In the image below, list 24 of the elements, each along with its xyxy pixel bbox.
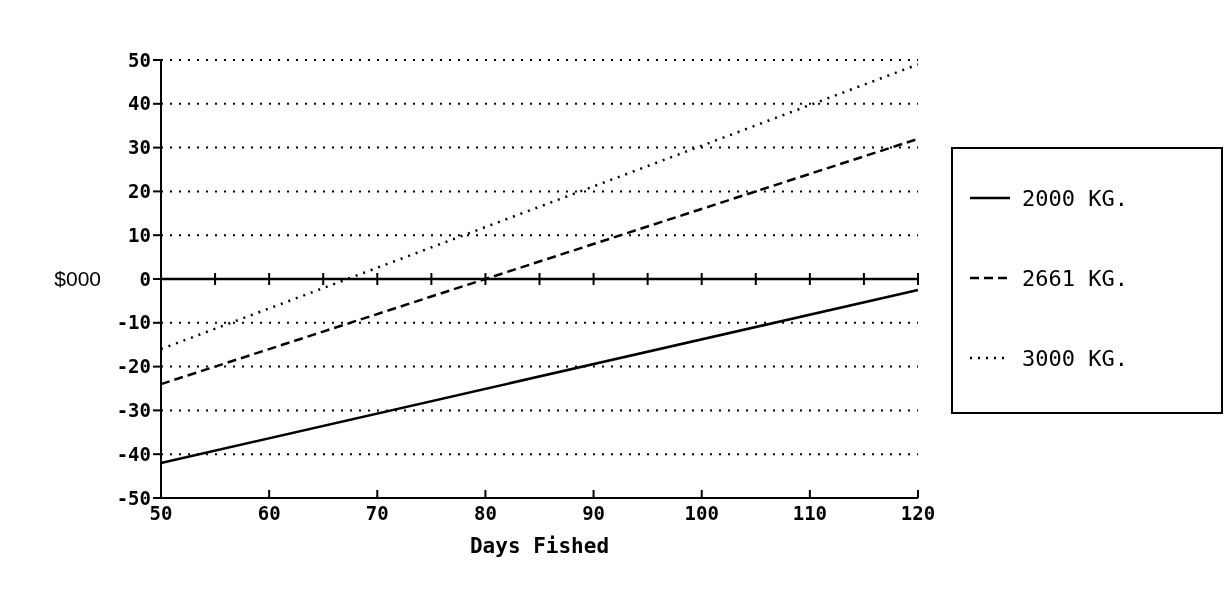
legend-label: 2661 KG. bbox=[1022, 265, 1128, 291]
legend-label: 3000 KG. bbox=[1022, 345, 1128, 371]
y-tick-label: 50 bbox=[128, 48, 151, 71]
y-tick-label: -30 bbox=[116, 399, 151, 422]
x-tick-label: 80 bbox=[473, 502, 497, 524]
x-tick-label: 120 bbox=[900, 502, 936, 524]
x-axis-title: Days Fished bbox=[469, 534, 610, 558]
x-tick-label: 70 bbox=[365, 502, 389, 524]
x-tick-label: 90 bbox=[582, 502, 606, 524]
y-tick-label: -50 bbox=[116, 486, 151, 509]
x-tick-label: 110 bbox=[792, 502, 828, 524]
y-axis-title: $000 bbox=[54, 267, 101, 291]
x-tick-label: 50 bbox=[149, 502, 173, 524]
x-tick-label: 100 bbox=[684, 502, 719, 524]
x-tick-label: 60 bbox=[257, 502, 281, 524]
y-tick-label: -10 bbox=[116, 311, 151, 334]
y-tick-label: 10 bbox=[128, 223, 151, 246]
y-tick-label: 0 bbox=[139, 267, 151, 290]
y-tick-label: 40 bbox=[128, 92, 151, 115]
y-tick-label: 30 bbox=[128, 136, 151, 159]
legend-label: 2000 KG. bbox=[1022, 185, 1128, 211]
y-tick-label: -20 bbox=[116, 355, 151, 378]
y-tick-label: -40 bbox=[116, 442, 151, 465]
y-tick-label: 20 bbox=[128, 180, 151, 203]
